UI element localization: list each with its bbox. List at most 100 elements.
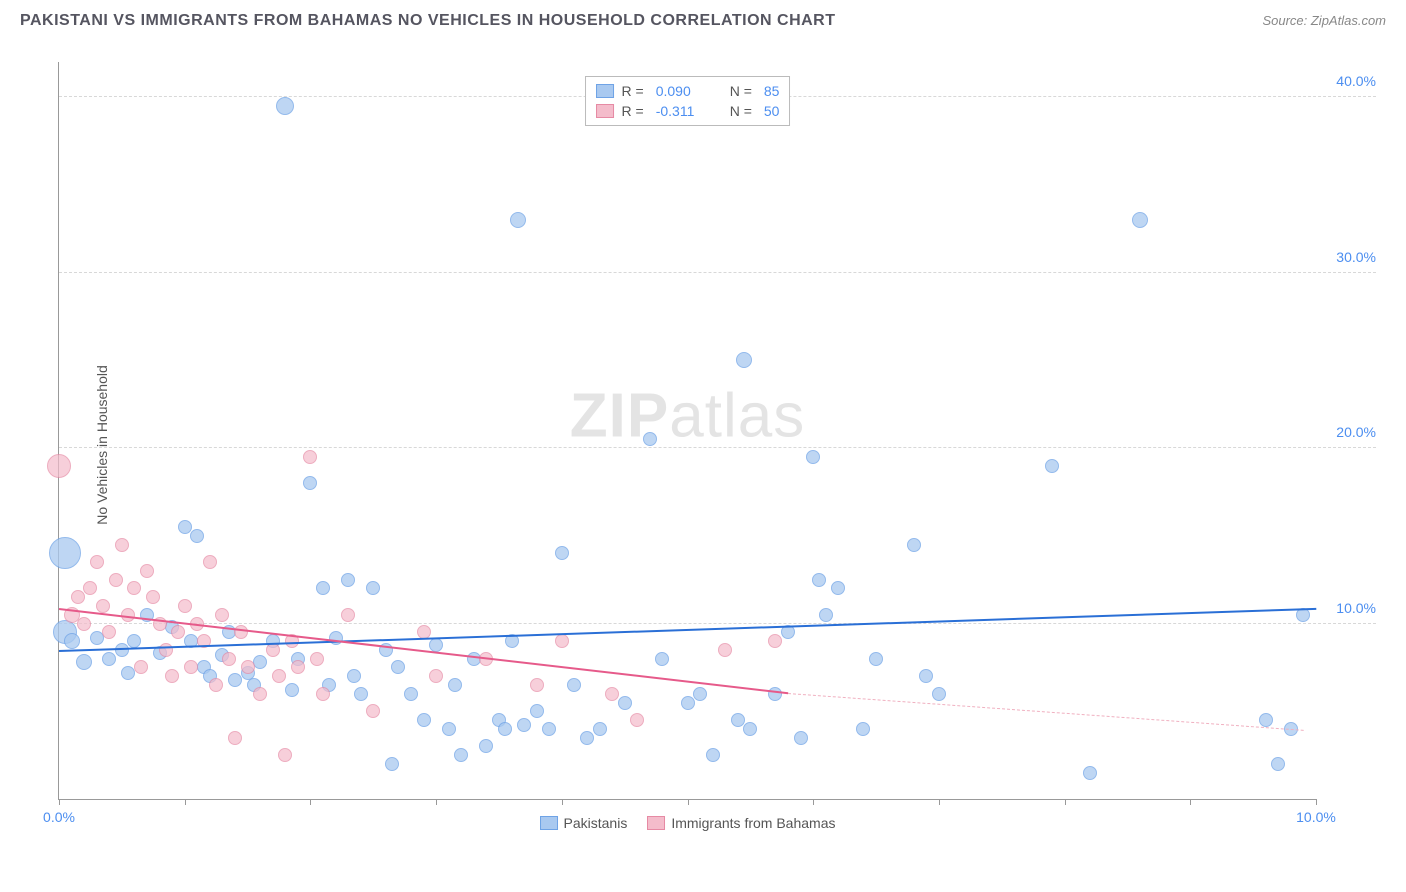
data-point: [1083, 766, 1097, 780]
y-tick-label: 40.0%: [1318, 73, 1376, 89]
title-bar: PAKISTANI VS IMMIGRANTS FROM BAHAMAS NO …: [0, 0, 1406, 38]
data-point: [731, 713, 745, 727]
data-point: [517, 718, 531, 732]
x-tick: [813, 799, 814, 805]
data-point: [706, 748, 720, 762]
data-point: [310, 652, 324, 666]
series-legend: Pakistanis Immigrants from Bahamas: [540, 815, 836, 831]
x-tick: [185, 799, 186, 805]
data-point: [127, 634, 141, 648]
legend-item: Immigrants from Bahamas: [647, 815, 835, 831]
data-point: [567, 678, 581, 692]
data-point: [429, 669, 443, 683]
data-point: [190, 529, 204, 543]
data-point: [812, 573, 826, 587]
data-point: [347, 669, 361, 683]
data-point: [49, 537, 81, 569]
data-point: [530, 704, 544, 718]
x-tick: [688, 799, 689, 805]
data-point: [102, 625, 116, 639]
data-point: [64, 633, 80, 649]
data-point: [542, 722, 556, 736]
x-tick: [436, 799, 437, 805]
correlation-legend: R =0.090N =85R =-0.311N =50: [585, 76, 791, 126]
data-point: [77, 617, 91, 631]
data-point: [643, 432, 657, 446]
data-point: [831, 581, 845, 595]
data-point: [165, 669, 179, 683]
data-point: [417, 713, 431, 727]
data-point: [630, 713, 644, 727]
data-point: [316, 687, 330, 701]
scatter-plot: ZIPatlas R =0.090N =85R =-0.311N =50 Pak…: [58, 62, 1316, 800]
data-point: [366, 581, 380, 595]
data-point: [215, 608, 229, 622]
data-point: [768, 687, 782, 701]
gridline: [59, 272, 1376, 273]
data-point: [228, 673, 242, 687]
data-point: [819, 608, 833, 622]
x-tick-label: 10.0%: [1296, 809, 1336, 825]
legend-n-value: 50: [764, 103, 780, 119]
gridline: [59, 447, 1376, 448]
data-point: [366, 704, 380, 718]
y-tick-label: 20.0%: [1318, 424, 1376, 440]
data-point: [580, 731, 594, 745]
data-point: [272, 669, 286, 683]
data-point: [96, 599, 110, 613]
x-tick: [1065, 799, 1066, 805]
data-point: [354, 687, 368, 701]
data-point: [385, 757, 399, 771]
x-tick: [1316, 799, 1317, 805]
data-point: [234, 625, 248, 639]
data-point: [869, 652, 883, 666]
legend-swatch: [596, 104, 614, 118]
legend-swatch: [647, 816, 665, 830]
data-point: [47, 454, 71, 478]
data-point: [71, 590, 85, 604]
data-point: [806, 450, 820, 464]
data-point: [222, 652, 236, 666]
x-tick: [562, 799, 563, 805]
source-label: Source: ZipAtlas.com: [1262, 13, 1386, 28]
legend-r-value: -0.311: [656, 103, 710, 119]
data-point: [768, 634, 782, 648]
data-point: [159, 643, 173, 657]
legend-item: Pakistanis: [540, 815, 628, 831]
legend-swatch: [596, 84, 614, 98]
data-point: [303, 450, 317, 464]
data-point: [555, 546, 569, 560]
data-point: [253, 655, 267, 669]
data-point: [253, 687, 267, 701]
watermark: ZIPatlas: [570, 380, 805, 451]
x-tick: [1190, 799, 1191, 805]
y-tick-label: 30.0%: [1318, 249, 1376, 265]
data-point: [241, 660, 255, 674]
data-point: [856, 722, 870, 736]
data-point: [693, 687, 707, 701]
data-point: [919, 669, 933, 683]
x-tick-label: 0.0%: [43, 809, 75, 825]
data-point: [1259, 713, 1273, 727]
data-point: [102, 652, 116, 666]
data-point: [442, 722, 456, 736]
data-point: [479, 739, 493, 753]
legend-n-label: N =: [730, 83, 752, 99]
data-point: [341, 573, 355, 587]
data-point: [498, 722, 512, 736]
data-point: [655, 652, 669, 666]
data-point: [736, 352, 752, 368]
chart-area: No Vehicles in Household ZIPatlas R =0.0…: [50, 50, 1386, 840]
legend-n-label: N =: [730, 103, 752, 119]
data-point: [448, 678, 462, 692]
data-point: [303, 476, 317, 490]
data-point: [178, 520, 192, 534]
data-point: [429, 638, 443, 652]
data-point: [618, 696, 632, 710]
chart-title: PAKISTANI VS IMMIGRANTS FROM BAHAMAS NO …: [20, 12, 836, 30]
data-point: [276, 97, 294, 115]
legend-n-value: 85: [764, 83, 780, 99]
data-point: [391, 660, 405, 674]
data-point: [140, 564, 154, 578]
legend-label: Pakistanis: [564, 815, 628, 831]
